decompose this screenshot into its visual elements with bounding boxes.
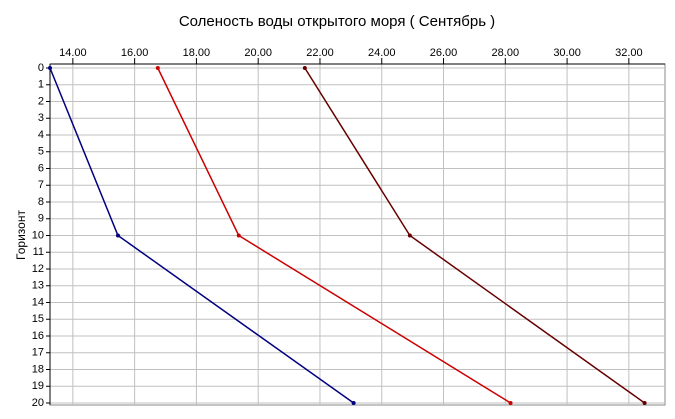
x-tick-label: 32.00 — [615, 47, 643, 59]
point — [508, 401, 513, 405]
y-tick-label: 4 — [38, 129, 44, 141]
point — [642, 401, 647, 405]
chart-title: Соленость воды открытого моря ( Сентябрь… — [179, 13, 495, 30]
y-tick-label: 1 — [38, 79, 44, 91]
y-tick-label: 3 — [38, 112, 44, 124]
y-tick-label: 12 — [32, 263, 44, 275]
plot-frame — [49, 63, 666, 406]
y-tick-label: 16 — [32, 330, 44, 342]
y-tick-label: 2 — [38, 95, 44, 107]
y-tick-label: 8 — [38, 196, 44, 208]
y-tick-label: 18 — [32, 363, 44, 375]
point — [351, 401, 356, 405]
y-tick-label: 9 — [38, 213, 44, 225]
point — [407, 233, 412, 238]
x-tick-label: 20.00 — [244, 47, 272, 59]
x-tick-label: 24.00 — [368, 47, 396, 59]
point — [115, 233, 120, 238]
y-tick-label: 13 — [32, 280, 44, 292]
y-tick-label: 15 — [32, 313, 44, 325]
x-tick-label: 28.00 — [492, 47, 520, 59]
y-tick-label: 20 — [32, 397, 44, 409]
y-tick-label: 7 — [38, 179, 44, 191]
x-tick-label: 16.00 — [121, 47, 149, 59]
y-tick-label: 14 — [32, 296, 44, 308]
y-tick-label: 11 — [33, 246, 44, 258]
y-tick-label: 19 — [32, 380, 44, 392]
y-axis-label: Горизонт — [14, 210, 28, 260]
y-tick-label: 17 — [32, 347, 44, 359]
point — [236, 233, 241, 238]
y-tick-label: 6 — [38, 162, 44, 174]
x-tick-label: 14.00 — [59, 47, 87, 59]
x-tick-label: 18.00 — [183, 47, 211, 59]
point — [155, 66, 160, 70]
point — [48, 66, 52, 70]
y-tick-label: 5 — [38, 146, 44, 158]
point — [302, 66, 307, 70]
x-tick-label: 26.00 — [430, 47, 458, 59]
x-tick-label: 30.00 — [553, 47, 581, 59]
x-tick-label: 22.00 — [306, 47, 334, 59]
y-tick-label: 0 — [38, 62, 44, 74]
y-tick-label: 10 — [32, 229, 44, 241]
